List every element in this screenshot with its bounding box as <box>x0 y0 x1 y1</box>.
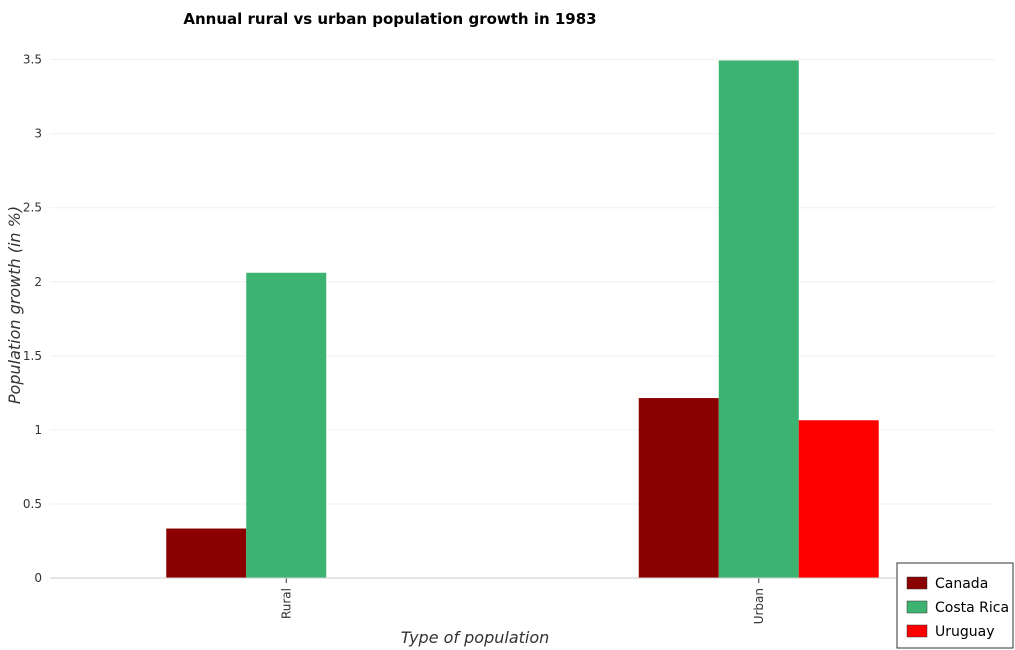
bar <box>638 398 719 578</box>
y-axis-label: Population growth (in %) <box>5 206 24 404</box>
bar <box>246 272 327 578</box>
legend-swatch <box>906 600 928 614</box>
chart-title: Annual rural vs urban population growth … <box>183 10 596 28</box>
y-axis-ticks: 0 0.5 1 1.5 2 2.5 3 3.5 <box>23 53 42 585</box>
legend-swatch <box>906 624 928 638</box>
legend-swatch <box>906 576 928 590</box>
y-tick-label: 2.5 <box>23 201 42 215</box>
y-tick-label: 1 <box>34 423 42 437</box>
bars <box>166 60 879 579</box>
x-axis-label: Type of population <box>401 628 550 647</box>
y-tick-label: 3.5 <box>23 53 42 67</box>
y-tick-label: 0.5 <box>23 497 42 511</box>
grid-lines <box>50 59 995 579</box>
y-tick-label: 2 <box>34 275 42 289</box>
legend: Canada Costa Rica Uruguay <box>896 562 1014 649</box>
y-tick-label: 3 <box>34 127 42 141</box>
legend-label: Canada <box>935 576 988 592</box>
legend-label: Uruguay <box>935 624 995 640</box>
y-tick-label: 1.5 <box>23 349 42 363</box>
bar <box>718 60 799 579</box>
legend-label: Costa Rica <box>935 600 1009 616</box>
bar <box>798 420 879 578</box>
x-axis-ticks: Rural Urban <box>279 578 766 624</box>
y-tick-label: 0 <box>34 571 42 585</box>
x-tick-label: Rural <box>279 588 293 619</box>
x-tick-label: Urban <box>752 588 766 624</box>
bar <box>166 528 247 578</box>
